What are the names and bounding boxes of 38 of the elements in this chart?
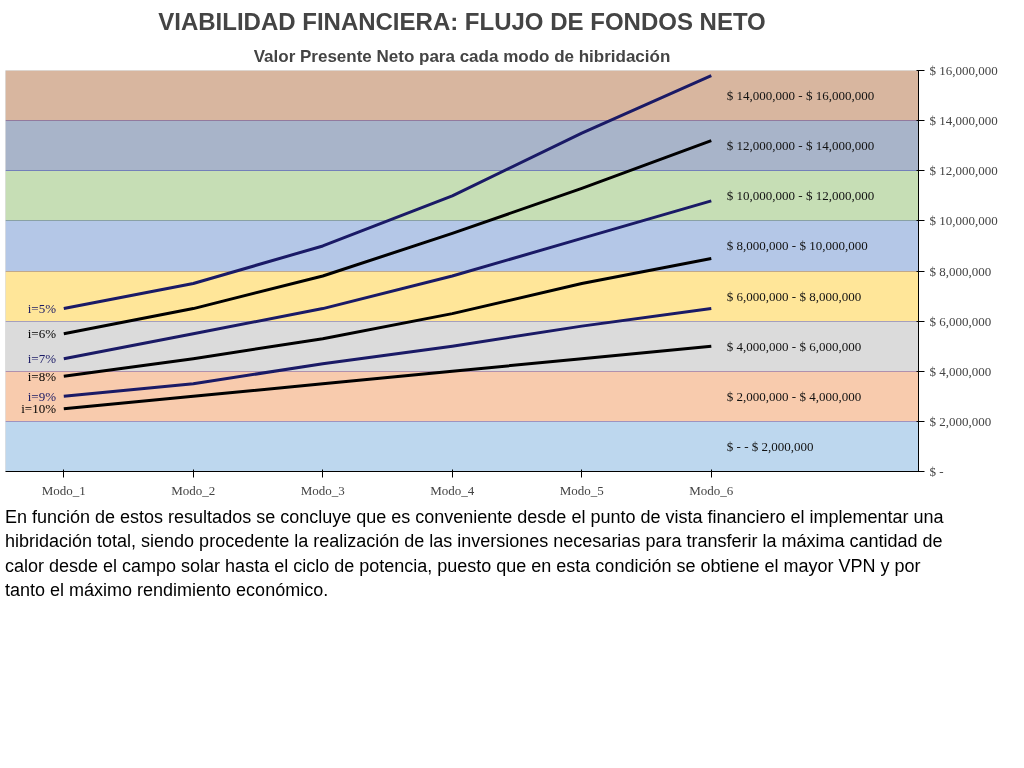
y-tick-label: $ 10,000,000 bbox=[929, 213, 998, 229]
x-tick-label: Modo_2 bbox=[171, 482, 216, 498]
series-label: i=9% bbox=[27, 388, 57, 404]
x-tick-label: Modo_3 bbox=[300, 482, 345, 498]
band-label: $ 6,000,000 - $ 8,000,000 bbox=[726, 288, 862, 304]
y-tick-label: $ 16,000,000 bbox=[929, 63, 998, 78]
chart-title: VIABILIDAD FINANCIERA: FLUJO DE FONDOS NETO bbox=[158, 7, 766, 35]
text: En función de estos resultados se concluye que es conveniente desde el punto de vista financiero el implementar una hibridación total, siendo procedente la realización de las inversiones necesarias para transferir la máxima cantidad de calor desde el campo solar hasta el ciclo de potencia, puesto que en esta condición se obtiene el mayor VPN y por tanto el máximo rendimiento económico. bbox=[5, 506, 945, 602]
series-label: i=7% bbox=[27, 351, 57, 367]
y-tick-label: $ 4,000,000 bbox=[929, 363, 992, 379]
y-tick-label: $ - bbox=[929, 464, 944, 479]
series-label: i=10% bbox=[21, 401, 57, 417]
band-label: $ 4,000,000 - $ 6,000,000 bbox=[726, 338, 862, 354]
chart-subtitle: Valor Presente Neto para cada modo de hibridación bbox=[253, 46, 671, 66]
band-label: $ 8,000,000 - $ 10,000,000 bbox=[726, 238, 868, 254]
line-series bbox=[62, 344, 713, 411]
y-tick-label: $ 14,000,000 bbox=[929, 113, 998, 129]
band-label: $ 14,000,000 - $ 16,000,000 bbox=[726, 88, 875, 104]
line-series bbox=[62, 256, 713, 378]
x-tick-label: Modo_5 bbox=[559, 482, 604, 498]
band-label: $ 10,000,000 - $ 12,000,000 bbox=[726, 188, 875, 204]
band-label: $ 12,000,000 - $ 14,000,000 bbox=[726, 138, 875, 154]
y-tick-label: $ 6,000,000 bbox=[929, 313, 992, 329]
series-label: i=6% bbox=[27, 326, 57, 342]
band-label: $ 2,000,000 - $ 4,000,000 bbox=[726, 388, 862, 404]
y-tick-label: $ 12,000,000 bbox=[929, 163, 998, 179]
series-label: i=8% bbox=[27, 368, 57, 384]
line-series bbox=[62, 139, 713, 336]
y-tick-label: $ 8,000,000 bbox=[929, 263, 992, 279]
line-series bbox=[62, 307, 713, 398]
band-label: $ - - $ 2,000,000 bbox=[726, 438, 814, 454]
x-tick-label: Modo_4 bbox=[430, 482, 475, 498]
y-tick-label: $ 2,000,000 bbox=[929, 413, 992, 429]
series-label: i=5% bbox=[27, 301, 57, 317]
line-series bbox=[62, 74, 713, 311]
line-series bbox=[62, 199, 713, 361]
x-tick-label: Modo_1 bbox=[41, 482, 86, 498]
x-tick-label: Modo_6 bbox=[689, 482, 734, 498]
